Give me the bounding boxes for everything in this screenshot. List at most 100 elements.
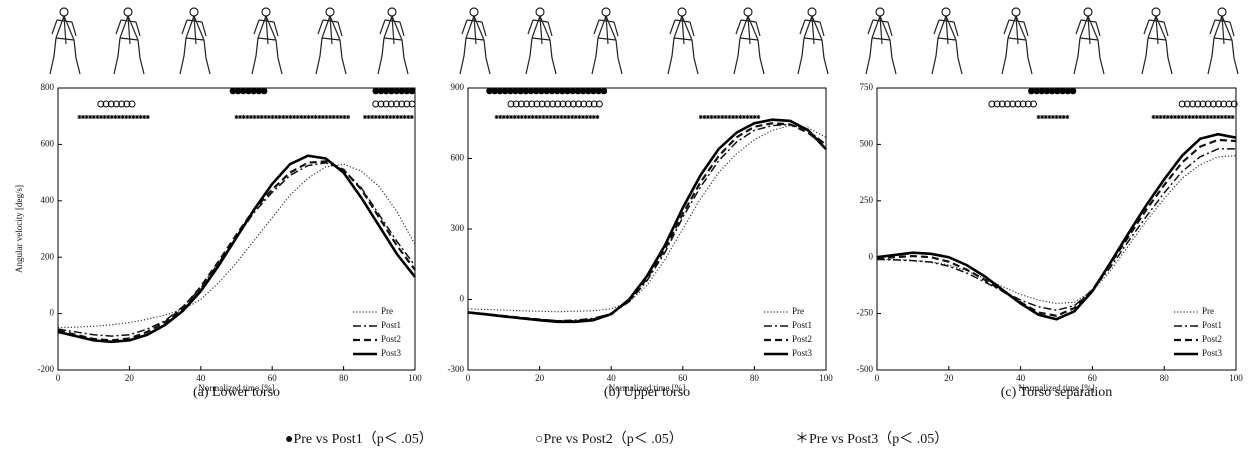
y-tick-label: 0 <box>869 251 874 261</box>
sig-marker <box>240 87 247 95</box>
significance-range <box>507 100 603 108</box>
sig-marker <box>713 115 718 119</box>
significance-range <box>372 100 416 108</box>
sig-marker <box>342 115 347 119</box>
sig-marker <box>1009 100 1017 108</box>
sig-marker <box>388 87 395 95</box>
significance-range <box>372 87 416 95</box>
sig-marker <box>993 100 1001 108</box>
y-tick-label: 900 <box>451 82 465 92</box>
y-tick-label: 600 <box>451 153 465 163</box>
significance-range <box>486 87 608 95</box>
sig-marker <box>338 115 343 119</box>
plot-frame <box>57 87 416 371</box>
sig-marker <box>127 115 132 119</box>
sig-marker <box>128 100 136 108</box>
sig-marker <box>102 100 110 108</box>
sig-marker <box>752 115 757 119</box>
x-tick-label: 0 <box>466 373 471 383</box>
sig-marker <box>545 115 550 119</box>
y-tick-label: 400 <box>41 195 55 205</box>
sig-marker <box>501 87 509 95</box>
sig-marker <box>393 87 400 95</box>
sig-marker <box>1014 100 1022 108</box>
significance-legend: ＊Pre vs Post3（p＜ .05） <box>795 431 948 447</box>
sig-marker <box>241 115 246 119</box>
y-tick-label: 250 <box>860 195 874 205</box>
sig-marker <box>313 115 318 119</box>
sig-marker <box>310 115 315 119</box>
series-line <box>876 148 1236 311</box>
sig-marker <box>229 87 237 95</box>
sig-marker <box>491 87 498 95</box>
sig-marker <box>558 87 566 95</box>
sig-marker <box>1047 115 1052 119</box>
sig-marker <box>745 115 750 119</box>
sig-marker <box>523 115 528 119</box>
sig-marker <box>590 100 598 108</box>
sig-marker <box>245 115 250 119</box>
sig-marker <box>512 100 520 108</box>
sig-marker <box>1209 115 1214 119</box>
sig-marker <box>741 115 746 119</box>
sig-marker <box>1230 115 1235 119</box>
sig-marker <box>1173 115 1178 119</box>
sig-marker <box>584 115 589 119</box>
sig-marker <box>1033 87 1040 95</box>
sig-marker <box>1209 100 1217 108</box>
sig-marker <box>377 100 385 108</box>
sig-marker <box>1191 115 1196 119</box>
sig-marker <box>403 100 411 108</box>
sig-marker <box>1069 87 1077 95</box>
x-tick-label: 80 <box>750 373 760 383</box>
sig-marker <box>346 115 351 119</box>
sig-marker <box>335 115 340 119</box>
sig-marker <box>506 87 514 95</box>
y-tick-label: 600 <box>41 138 55 148</box>
sig-marker <box>372 100 380 108</box>
sig-marker <box>527 87 535 95</box>
sig-marker <box>505 115 510 119</box>
sig-marker <box>1048 87 1056 95</box>
x-tick-label: 60 <box>678 373 688 383</box>
sig-marker <box>543 100 551 108</box>
sig-marker <box>570 115 575 119</box>
x-axis-label: Normalized time [%] <box>1018 383 1094 393</box>
sig-marker <box>1162 115 1167 119</box>
significance-range <box>494 115 600 119</box>
sig-marker <box>509 115 514 119</box>
sig-marker <box>120 115 125 119</box>
series-line <box>467 122 827 323</box>
stick-figures <box>49 7 1239 75</box>
sig-marker <box>1169 115 1174 119</box>
sig-marker <box>288 115 293 119</box>
y-tick-label: -250 <box>857 308 874 318</box>
sig-marker <box>370 115 375 119</box>
sig-marker <box>720 115 725 119</box>
sig-marker <box>548 115 553 119</box>
x-tick-label: 60 <box>1088 373 1098 383</box>
sig-marker <box>402 115 407 119</box>
sig-marker <box>548 87 556 95</box>
sig-marker <box>517 100 525 108</box>
sig-marker <box>723 115 728 119</box>
sig-marker <box>320 115 325 119</box>
sig-marker <box>727 115 732 119</box>
legend-label: Post2 <box>381 334 401 344</box>
significance-legend: ●Pre vs Post1（p＜ .05） <box>285 431 433 447</box>
sig-marker <box>1030 100 1037 108</box>
sig-marker <box>595 87 602 95</box>
sig-marker <box>123 100 131 108</box>
sig-marker <box>1061 115 1066 119</box>
sig-marker <box>135 115 140 119</box>
plot-frame <box>467 87 827 371</box>
sig-marker <box>1043 87 1051 95</box>
sig-marker <box>573 115 578 119</box>
sig-marker <box>238 115 243 119</box>
sig-marker <box>1215 100 1223 108</box>
sig-marker <box>299 115 304 119</box>
sig-marker <box>331 115 336 119</box>
sig-marker <box>709 115 714 119</box>
sig-marker <box>585 100 593 108</box>
legend-label: Pre <box>381 306 393 316</box>
